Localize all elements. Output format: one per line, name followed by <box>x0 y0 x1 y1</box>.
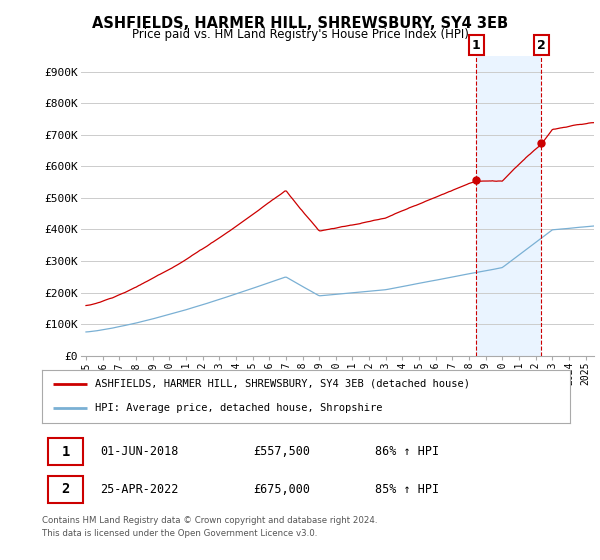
Text: 1: 1 <box>472 39 481 52</box>
Text: £557,500: £557,500 <box>253 445 310 458</box>
Bar <box>476 56 541 356</box>
Text: £675,000: £675,000 <box>253 483 310 496</box>
FancyBboxPatch shape <box>49 438 83 465</box>
Text: 01-JUN-2018: 01-JUN-2018 <box>100 445 178 458</box>
Text: Contains HM Land Registry data © Crown copyright and database right 2024.: Contains HM Land Registry data © Crown c… <box>42 516 377 525</box>
Text: 2: 2 <box>61 482 70 496</box>
FancyBboxPatch shape <box>49 476 83 503</box>
Text: This data is licensed under the Open Government Licence v3.0.: This data is licensed under the Open Gov… <box>42 529 317 538</box>
Text: 85% ↑ HPI: 85% ↑ HPI <box>374 483 439 496</box>
Text: 1: 1 <box>61 445 70 459</box>
Text: HPI: Average price, detached house, Shropshire: HPI: Average price, detached house, Shro… <box>95 403 382 413</box>
Text: 2: 2 <box>536 39 545 52</box>
Text: ASHFIELDS, HARMER HILL, SHREWSBURY, SY4 3EB (detached house): ASHFIELDS, HARMER HILL, SHREWSBURY, SY4 … <box>95 379 470 389</box>
Text: Price paid vs. HM Land Registry's House Price Index (HPI): Price paid vs. HM Land Registry's House … <box>131 28 469 41</box>
Text: 25-APR-2022: 25-APR-2022 <box>100 483 178 496</box>
Text: ASHFIELDS, HARMER HILL, SHREWSBURY, SY4 3EB: ASHFIELDS, HARMER HILL, SHREWSBURY, SY4 … <box>92 16 508 31</box>
Text: 86% ↑ HPI: 86% ↑ HPI <box>374 445 439 458</box>
